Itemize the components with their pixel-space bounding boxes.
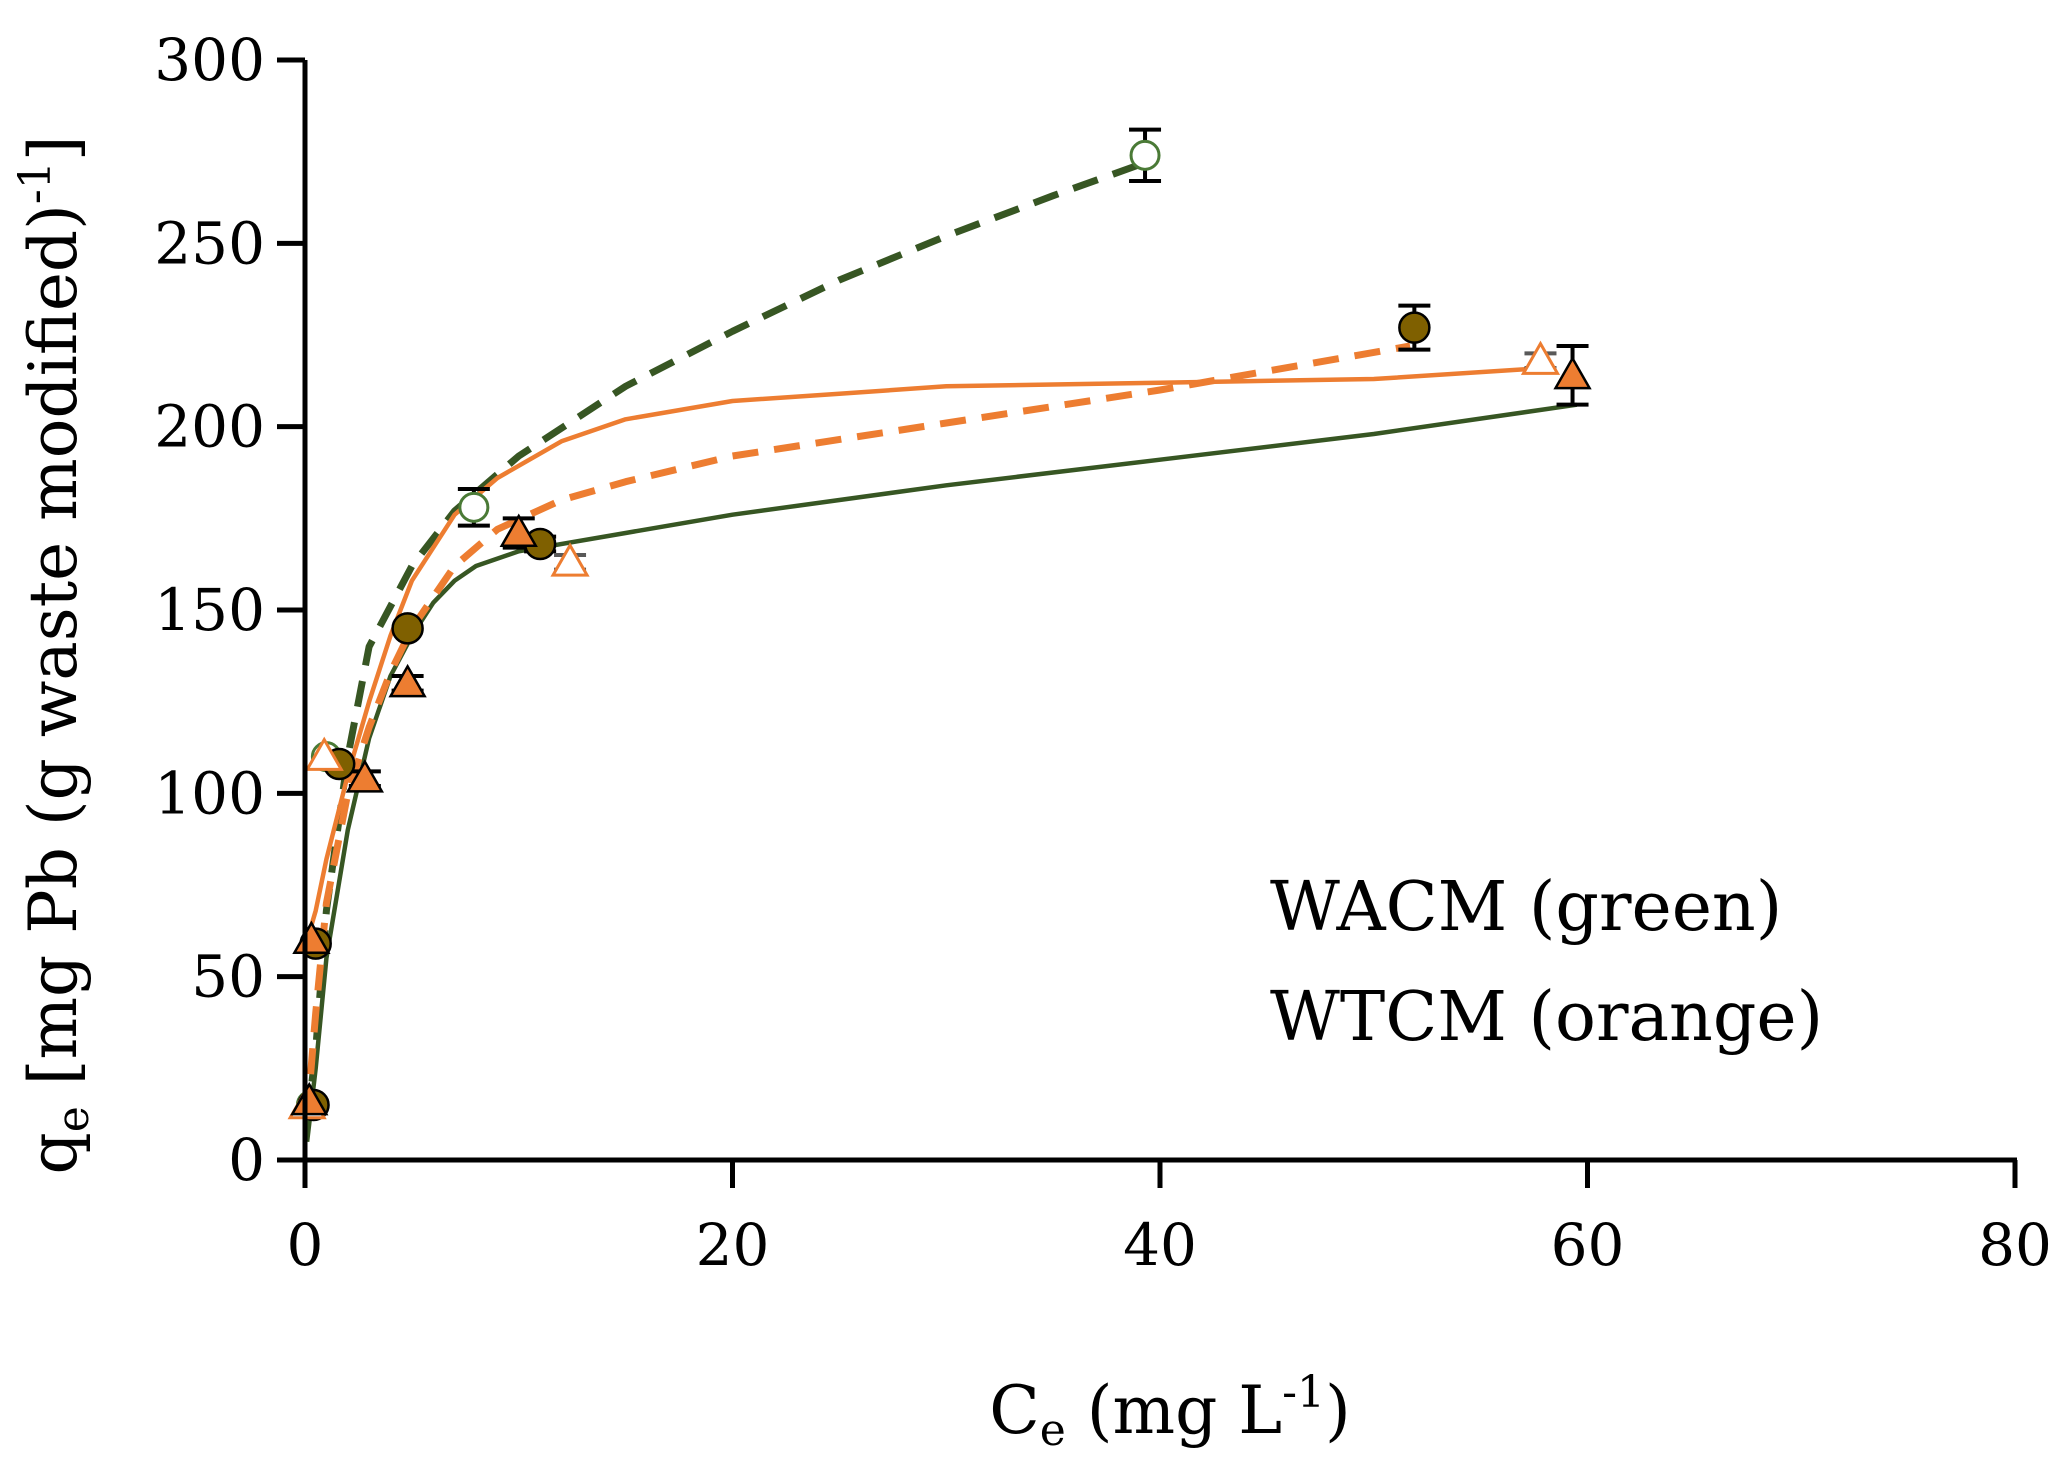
y-tick-labels: 0 50 100 150 200 250 300 xyxy=(154,26,265,1194)
x-tick-label: 80 xyxy=(1978,1211,2052,1279)
data-point-triangle-filled xyxy=(499,513,538,547)
data-point-triangle-filled xyxy=(1553,355,1592,390)
data-points xyxy=(287,139,1592,1122)
y-tick-label: 300 xyxy=(154,26,265,94)
x-axis-title: Ce (mg L-1) xyxy=(989,1367,1351,1456)
x-tick-label: 0 xyxy=(287,1211,324,1279)
x-tick-label: 60 xyxy=(1551,1211,1625,1279)
fit-line xyxy=(302,365,1545,948)
y-tick-label: 250 xyxy=(154,209,265,277)
y-tick-label: 50 xyxy=(191,943,265,1011)
data-point-circle-open xyxy=(458,491,490,523)
fit-line xyxy=(303,342,1411,1117)
x-tick-label: 20 xyxy=(696,1211,770,1279)
y-tick-label: 0 xyxy=(228,1126,265,1194)
fit-lines xyxy=(302,159,1578,1142)
data-point-circle-open xyxy=(1129,139,1161,171)
legend-annotation-wtcm: WTCM (orange) xyxy=(1270,978,1823,1057)
y-tick-label: 150 xyxy=(154,576,265,644)
x-tick-labels: 0 20 40 60 80 xyxy=(287,1211,2052,1279)
fit-line xyxy=(303,159,1147,1124)
data-point-triangle-open xyxy=(304,736,344,771)
data-point-circle-filled xyxy=(1398,311,1431,344)
y-axis-title: qe [mg Pb (g waste modified)-1] xyxy=(10,135,99,1174)
data-point-circle-filled xyxy=(391,612,424,645)
fit-line xyxy=(304,402,1578,1142)
data-point-triangle-open xyxy=(550,542,590,577)
x-tick-label: 40 xyxy=(1123,1211,1197,1279)
axes xyxy=(277,57,2018,1188)
y-tick-label: 100 xyxy=(154,759,265,827)
data-point-triangle-filled xyxy=(345,759,385,793)
data-point-triangle-open xyxy=(1520,340,1561,375)
legend-annotation-wacm: WACM (green) xyxy=(1270,868,1782,947)
data-point-triangle-filled xyxy=(290,1081,329,1116)
data-point-triangle-filled xyxy=(388,663,427,698)
y-tick-label: 200 xyxy=(154,393,265,461)
